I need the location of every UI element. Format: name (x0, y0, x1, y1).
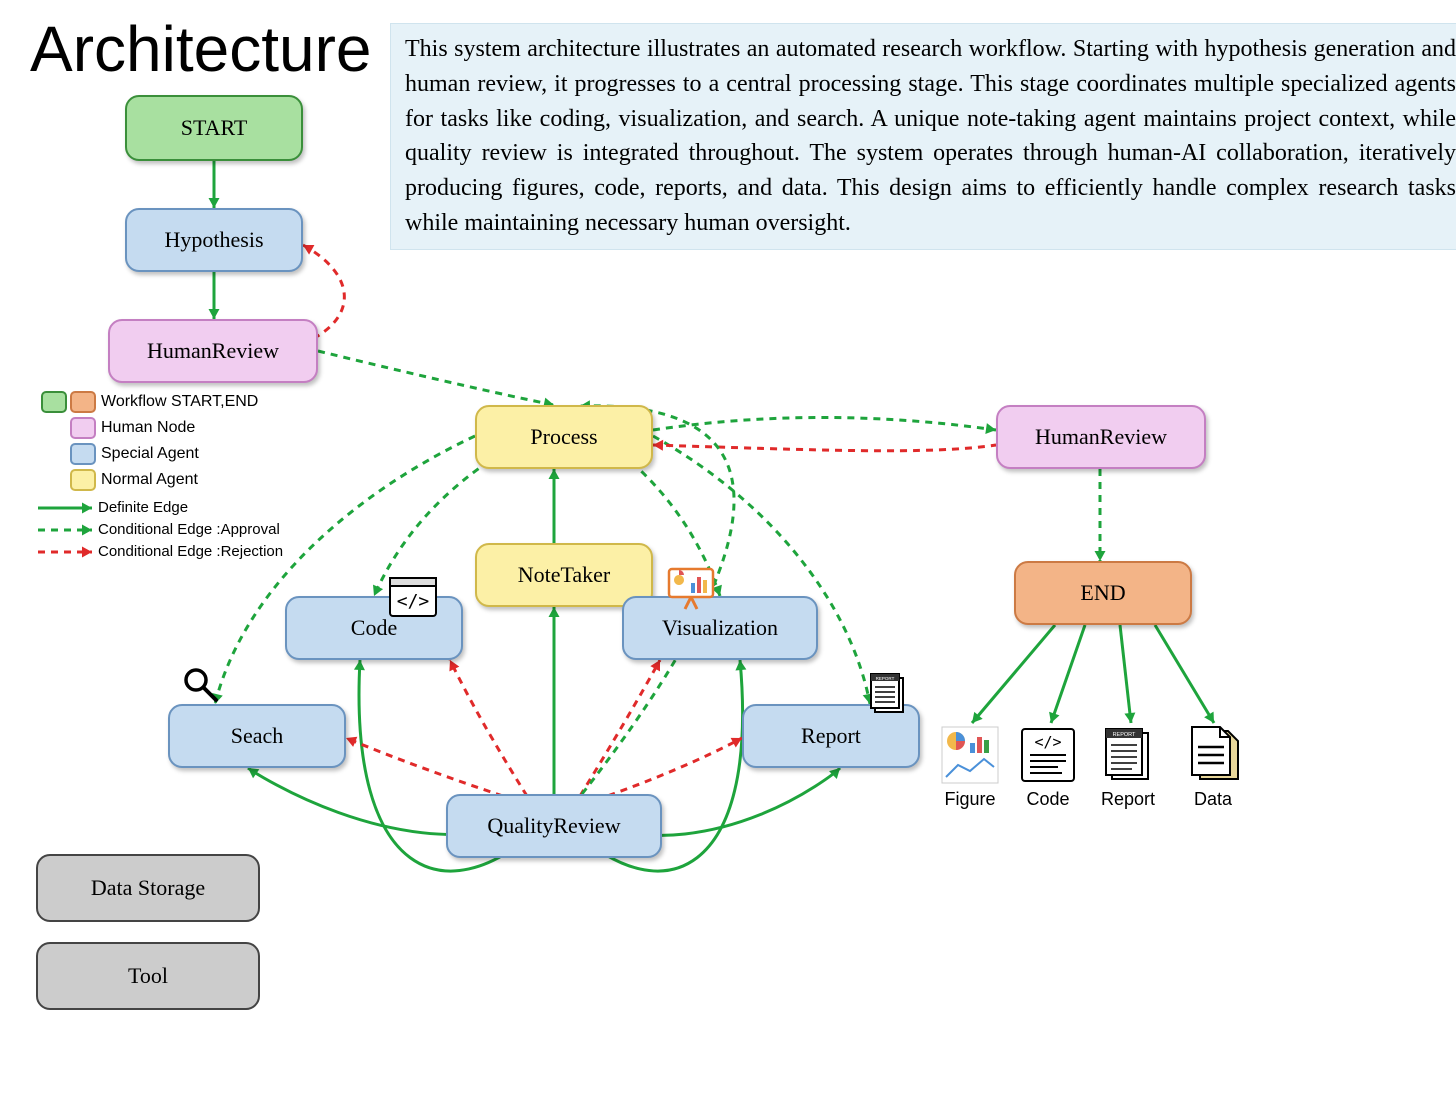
legend-edges-layer (0, 0, 1456, 1095)
architecture-diagram: Architecture This system architecture il… (0, 0, 1456, 1095)
